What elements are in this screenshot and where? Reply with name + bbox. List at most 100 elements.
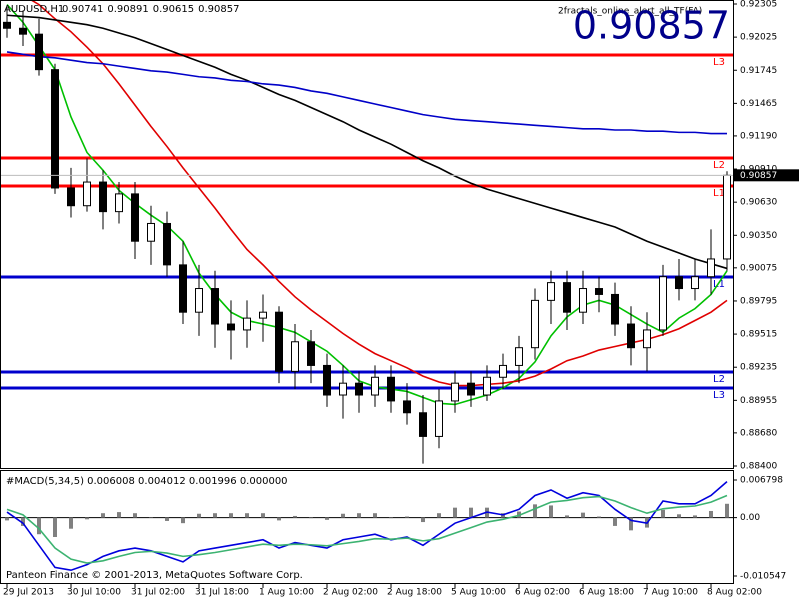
candle-body	[259, 311, 267, 319]
candle-body	[291, 341, 299, 372]
y-tick-label: 0.92025	[740, 33, 777, 43]
candle-body	[691, 276, 699, 290]
symbol-title: AUDUSD,H1	[4, 4, 64, 15]
histogram-bar	[453, 507, 457, 518]
candle-body	[179, 264, 187, 313]
candle-body	[499, 364, 507, 378]
histogram-bar	[341, 513, 345, 518]
histogram-bar	[693, 515, 697, 518]
x-tick-label: 31 Jul 18:00	[195, 588, 249, 598]
candle-body	[195, 288, 203, 313]
candle-body	[131, 193, 139, 242]
histogram-bar	[117, 512, 121, 518]
histogram-bar	[709, 510, 713, 518]
histogram-bar	[245, 513, 249, 518]
candle-body	[595, 288, 603, 295]
y-tick-label: 0.89515	[740, 330, 777, 340]
histogram-bar	[389, 517, 393, 519]
histogram-bar	[229, 513, 233, 518]
macd-title: #MACD(5,34,5) 0.006008 0.004012 0.001996…	[6, 476, 288, 487]
histogram-bar	[309, 517, 313, 519]
moving-average	[31, 1, 728, 387]
x-tick-label: 6 Aug 18:00	[579, 588, 634, 598]
y-tick-label: 0.89795	[740, 296, 777, 306]
candle-body	[307, 341, 315, 366]
y-tick-label: 0.91745	[740, 66, 777, 76]
histogram-bar	[661, 509, 665, 518]
histogram-bar	[85, 517, 89, 520]
histogram-bar	[21, 517, 25, 526]
x-tick-label: 29 Jul 2013	[3, 588, 54, 598]
candle-body	[435, 400, 443, 437]
candle-body	[387, 376, 395, 402]
y-tick-label: 0.006798	[740, 476, 783, 486]
histogram-bar	[725, 503, 729, 518]
x-tick-label: 8 Aug 02:00	[707, 588, 762, 598]
histogram-bar	[293, 515, 297, 518]
candle-body	[211, 288, 219, 325]
candle-body	[675, 276, 683, 290]
candle-body	[627, 323, 635, 349]
y-tick-label: 0.92305	[740, 0, 777, 10]
candle-body	[115, 193, 123, 213]
level-label: L3	[713, 57, 725, 68]
indicator-label: 2fractals_online_alert_all_TF(FA)	[558, 7, 702, 17]
candle-body	[147, 222, 155, 242]
x-tick-label: 6 Aug 02:00	[515, 588, 570, 598]
histogram-bar	[597, 516, 601, 518]
histogram-bar	[213, 513, 217, 518]
macd-frame	[0, 470, 734, 584]
candle-body	[579, 288, 587, 313]
histogram-bar	[69, 517, 73, 529]
moving-average	[6, 51, 727, 135]
level-label: L2	[713, 374, 725, 385]
ohlc-value: 0.90891	[107, 4, 148, 15]
macd-line	[6, 494, 728, 564]
level-label: L1	[713, 279, 725, 290]
x-tick-label: 31 Jul 02:00	[131, 588, 185, 598]
candle-body	[515, 347, 523, 366]
candle-body	[659, 276, 667, 331]
copyright: Panteon Finance © 2001-2013, MetaQuotes …	[6, 570, 303, 581]
candle-body	[227, 323, 235, 331]
candle-body	[563, 282, 571, 313]
histogram-bar	[629, 517, 633, 531]
candle-body	[483, 376, 491, 396]
x-tick-label: 30 Jul 10:00	[67, 588, 121, 598]
histogram-bar	[533, 504, 537, 518]
level-label: L3	[713, 390, 725, 401]
candle-body	[339, 382, 347, 396]
main-plot: L3 L2 L1 L1 L2 L3	[1, 1, 733, 464]
histogram-bar	[101, 513, 105, 518]
price-badge	[734, 169, 799, 182]
candle-body	[163, 222, 171, 266]
y-tick-label: 0.90350	[740, 231, 777, 241]
histogram-bar	[181, 517, 185, 524]
price-badge-label: 0.90857	[740, 171, 777, 181]
x-tick-label: 1 Aug 10:00	[259, 588, 314, 598]
candle-body	[99, 181, 107, 213]
histogram-bar	[421, 517, 425, 523]
candle-body	[611, 293, 619, 325]
histogram-bar	[357, 513, 361, 518]
candle-body	[323, 364, 331, 396]
macd-plot	[1, 481, 733, 572]
candle-body	[707, 258, 715, 278]
candle-body	[467, 382, 475, 396]
moving-average	[6, 14, 728, 270]
ohlc-value: 0.90615	[153, 4, 194, 15]
y-tick-label: 0.88400	[740, 462, 777, 472]
histogram-bar	[373, 513, 377, 518]
y-tick-label: 0.89235	[740, 363, 777, 373]
macd-line	[6, 481, 728, 572]
main-frame	[0, 0, 734, 469]
candle-body	[643, 329, 651, 349]
histogram-bar	[261, 513, 265, 518]
candle-body	[51, 69, 59, 189]
histogram-bar	[677, 514, 681, 518]
y-tick-label: -0.010547	[740, 572, 786, 582]
x-tick-label: 2 Aug 02:00	[323, 588, 378, 598]
candle-body	[451, 382, 459, 402]
y-tick-label: 0.88955	[740, 396, 777, 406]
